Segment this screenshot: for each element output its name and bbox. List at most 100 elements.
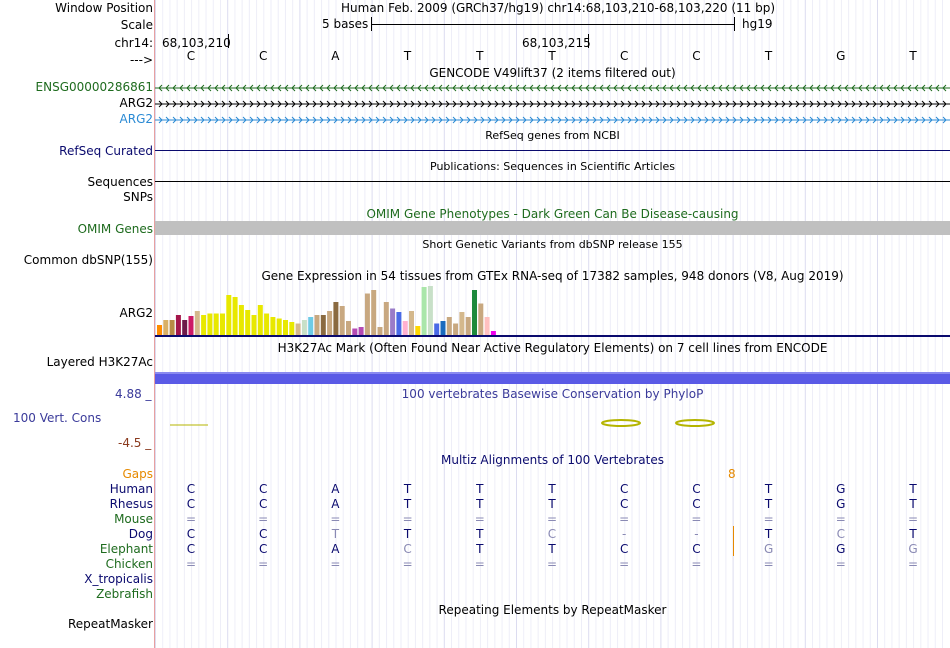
strand-arrow xyxy=(529,84,534,92)
strand-arrow xyxy=(431,84,436,92)
strand-arrow xyxy=(438,100,443,108)
reference-base: T xyxy=(909,49,917,63)
strand-arrow xyxy=(788,116,793,124)
multiz-species-label[interactable]: Elephant xyxy=(99,542,153,556)
omim-feature-bar[interactable] xyxy=(155,221,950,235)
phylop-ymax: 4.88 _ xyxy=(115,387,152,401)
strand-arrow xyxy=(179,84,184,92)
strand-arrow xyxy=(214,100,219,108)
scale-label: Scale xyxy=(120,18,153,32)
strand-arrow xyxy=(284,116,289,124)
strand-arrow xyxy=(865,84,870,92)
strand-arrow xyxy=(361,84,366,92)
gtex-expression-chart[interactable] xyxy=(155,284,950,338)
gencode-gene-label[interactable]: ENSG00000286861 xyxy=(35,80,153,94)
alignment-base: T xyxy=(764,527,773,541)
strand-arrow xyxy=(242,84,247,92)
strand-arrow xyxy=(564,116,569,124)
strand-arrow xyxy=(473,84,478,92)
gtex-tissue-bar xyxy=(226,295,232,336)
strand-arrow xyxy=(907,84,912,92)
multiz-species-label[interactable]: Chicken xyxy=(105,557,153,571)
strand-arrow xyxy=(424,116,429,124)
gtex-tissue-bar xyxy=(320,315,326,336)
strand-arrow xyxy=(424,100,429,108)
refseq-label[interactable]: RefSeq Curated xyxy=(59,144,153,158)
gencode-gene-label[interactable]: ARG2 xyxy=(119,96,153,110)
strand-arrow xyxy=(263,116,268,124)
gencode-track-title[interactable]: GENCODE V49lift37 (2 items filtered out) xyxy=(429,66,676,80)
strand-arrow xyxy=(424,84,429,92)
refseq-track-title[interactable]: RefSeq genes from NCBI xyxy=(485,129,620,142)
sequences-line[interactable] xyxy=(155,181,950,182)
strand-arrow xyxy=(396,100,401,108)
omim-label[interactable]: OMIM Genes xyxy=(77,222,153,236)
gtex-track-title[interactable]: Gene Expression in 54 tissues from GTEx … xyxy=(261,269,844,283)
multiz-species-label[interactable]: Human xyxy=(109,482,153,496)
refseq-gene-line[interactable] xyxy=(155,150,950,151)
alignment-base: C xyxy=(186,527,196,541)
h3k27ac-signal[interactable] xyxy=(155,372,950,384)
phylop-track-title[interactable]: 100 vertebrates Basewise Conservation by… xyxy=(401,387,704,401)
snps-label[interactable]: SNPs xyxy=(123,190,153,204)
publications-track-title[interactable]: Publications: Sequences in Scientific Ar… xyxy=(430,160,675,173)
strand-arrow xyxy=(844,84,849,92)
strand-arrow xyxy=(494,116,499,124)
multiz-species-label[interactable]: X_tropicalis xyxy=(84,572,153,586)
strand-arrow xyxy=(410,116,415,124)
strand-arrow xyxy=(648,100,653,108)
strand-arrow xyxy=(319,116,324,124)
h3k27ac-label[interactable]: Layered H3K27Ac xyxy=(46,355,153,369)
strand-arrow xyxy=(480,84,485,92)
omim-track-title[interactable]: OMIM Gene Phenotypes - Dark Green Can Be… xyxy=(366,207,739,221)
strand-arrow xyxy=(606,116,611,124)
gencode-gene-label[interactable]: ARG2 xyxy=(119,112,153,126)
strand-arrow xyxy=(585,116,590,124)
strand-arrow xyxy=(186,84,191,92)
strand-arrow xyxy=(263,84,268,92)
multiz-species-label[interactable]: Rhesus xyxy=(109,497,153,511)
strand-arrow xyxy=(417,84,422,92)
scale-bar-right-tick xyxy=(734,17,735,31)
strand-arrow xyxy=(830,100,835,108)
strand-arrow xyxy=(802,84,807,92)
strand-arrow xyxy=(228,116,233,124)
strand-arrow xyxy=(256,116,261,124)
gencode-gene-models[interactable] xyxy=(155,80,950,128)
strand-arrow xyxy=(634,84,639,92)
strand-arrow xyxy=(319,84,324,92)
strand-arrow xyxy=(221,116,226,124)
strand-arrow xyxy=(795,100,800,108)
multiz-track-title[interactable]: Multiz Alignments of 100 Vertebrates xyxy=(440,453,665,467)
strand-arrow xyxy=(739,84,744,92)
sequences-label[interactable]: Sequences xyxy=(87,175,153,189)
gaps-label[interactable]: Gaps xyxy=(122,467,153,481)
alignment-base: T xyxy=(764,482,773,496)
alignment-base: C xyxy=(619,497,629,511)
multiz-species-label[interactable]: Mouse xyxy=(114,512,153,526)
phylop-signal[interactable] xyxy=(155,410,950,440)
strand-arrow xyxy=(466,100,471,108)
strand-arrow xyxy=(627,100,632,108)
phylop-label[interactable]: 100 Vert. Cons xyxy=(13,411,102,425)
multiz-species-label[interactable]: Zebrafish xyxy=(96,587,153,601)
strand-arrow xyxy=(592,100,597,108)
strand-arrow xyxy=(368,116,373,124)
strand-arrow xyxy=(270,116,275,124)
strand-arrow xyxy=(669,100,674,108)
dbsnp-label[interactable]: Common dbSNP(155) xyxy=(23,253,153,267)
scale-text: 5 bases xyxy=(322,17,369,31)
scale-bar xyxy=(372,24,734,25)
strand-arrow xyxy=(613,100,618,108)
gtex-gene-label[interactable]: ARG2 xyxy=(119,306,153,320)
strand-arrow xyxy=(333,100,338,108)
h3k27ac-track-title[interactable]: H3K27Ac Mark (Often Found Near Active Re… xyxy=(277,341,828,355)
repeatmasker-label[interactable]: RepeatMasker xyxy=(67,617,153,631)
dbsnp-track-title[interactable]: Short Genetic Variants from dbSNP releas… xyxy=(422,238,683,251)
repeatmasker-track-title[interactable]: Repeating Elements by RepeatMasker xyxy=(438,603,667,617)
strand-arrow xyxy=(571,116,576,124)
gtex-tissue-bar xyxy=(446,317,452,336)
strand-arrow xyxy=(942,100,947,108)
alignment-base: A xyxy=(331,482,340,496)
multiz-species-label[interactable]: Dog xyxy=(128,527,153,541)
